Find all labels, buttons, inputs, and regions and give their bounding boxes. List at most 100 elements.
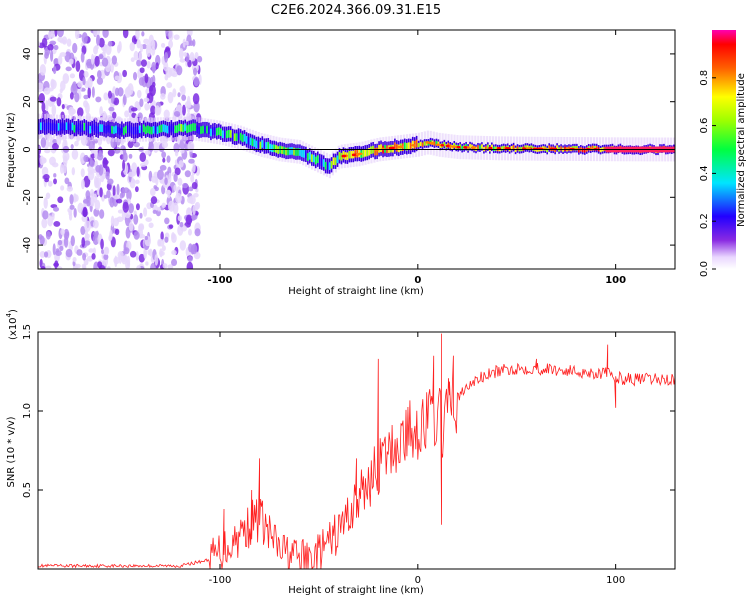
noise-speckle xyxy=(153,141,159,154)
colorbar-tick-label: 0.4 xyxy=(699,165,710,181)
noise-speckle xyxy=(173,142,180,153)
ridge-core xyxy=(479,145,481,150)
ridge-core xyxy=(158,125,161,133)
ridge-core xyxy=(336,155,339,164)
noise-speckle xyxy=(76,107,84,118)
ridge-core xyxy=(154,125,157,134)
noise-speckle xyxy=(107,40,113,47)
ridge-peak xyxy=(425,141,430,144)
ridge-core xyxy=(180,123,183,132)
noise-speckle xyxy=(82,198,90,204)
ridge-peak xyxy=(440,143,445,147)
noise-speckle xyxy=(132,71,138,81)
noise-speckle xyxy=(173,34,180,41)
noise-speckle xyxy=(157,206,161,212)
noise-speckle xyxy=(64,231,70,237)
noise-speckle xyxy=(91,86,95,98)
ridge-core xyxy=(172,126,175,134)
noise-speckle xyxy=(83,71,89,78)
noise-speckle xyxy=(130,57,135,63)
ridge-core xyxy=(47,121,50,130)
noise-speckle xyxy=(178,48,184,60)
noise-speckle xyxy=(182,38,186,48)
noise-speckle xyxy=(103,194,108,199)
noise-speckle xyxy=(70,235,75,247)
noise-speckle xyxy=(39,64,46,76)
noise-speckle xyxy=(94,148,98,160)
noise-speckle xyxy=(152,209,157,214)
ridge-core xyxy=(253,139,256,147)
noise-speckle xyxy=(70,144,74,150)
noise-speckle xyxy=(113,194,121,200)
noise-speckle xyxy=(94,44,99,50)
noise-speckle xyxy=(144,235,148,241)
noise-speckle xyxy=(85,102,90,115)
noise-speckle xyxy=(45,100,49,112)
noise-speckle xyxy=(127,140,134,149)
noise-speckle xyxy=(154,254,159,266)
colorbar-ticks: 0.0 0.2 0.4 0.6 0.8 xyxy=(699,70,716,277)
y-tick-label: 1.5 xyxy=(22,324,33,340)
ridge-core xyxy=(524,145,527,150)
noise-speckle xyxy=(179,58,186,63)
noise-speckle xyxy=(184,170,191,178)
noise-speckle xyxy=(71,149,79,160)
snr-x-ticks: -100 0 100 xyxy=(209,332,625,586)
ridge-core xyxy=(433,141,436,146)
noise-speckle xyxy=(103,159,109,165)
noise-speckle xyxy=(174,149,179,157)
noise-speckle xyxy=(136,59,142,67)
ridge-peak xyxy=(451,145,456,148)
x-tick-label: -100 xyxy=(207,275,232,286)
noise-speckle xyxy=(177,92,181,98)
spectrogram-y-label: Frequency (Hz) xyxy=(6,112,17,188)
ridge-core xyxy=(83,122,86,131)
ridge-core xyxy=(370,146,372,155)
ridge-core xyxy=(287,147,289,156)
ridge-core xyxy=(136,126,139,135)
noise-speckle xyxy=(123,247,130,255)
noise-speckle xyxy=(167,264,174,269)
ridge-peak xyxy=(355,153,360,156)
noise-speckle xyxy=(98,53,104,60)
noise-speckle xyxy=(77,202,84,214)
ridge-core xyxy=(366,148,368,157)
ridge-core xyxy=(38,122,40,131)
noise-speckle xyxy=(69,92,74,100)
ridge-core xyxy=(500,146,503,151)
ridge-core xyxy=(461,145,463,151)
ridge-core xyxy=(578,148,580,153)
noise-speckle xyxy=(185,40,189,46)
ridge-core xyxy=(307,153,309,161)
ridge-core xyxy=(487,144,489,149)
noise-speckle xyxy=(68,106,75,116)
ridge-core xyxy=(394,142,396,151)
ridge-core xyxy=(309,151,311,160)
noise-speckle xyxy=(133,50,139,61)
ridge-core xyxy=(223,130,226,139)
noise-speckle xyxy=(161,245,166,252)
noise-speckle xyxy=(66,38,72,47)
noise-speckle xyxy=(151,46,156,56)
noise-speckle xyxy=(48,31,52,39)
ridge-core xyxy=(123,127,125,135)
ridge-core xyxy=(97,126,99,135)
ridge-core xyxy=(299,148,301,156)
snr-y-multiplier-exp: 4 xyxy=(5,312,13,317)
ridge-core xyxy=(61,122,64,130)
ridge-core xyxy=(417,142,420,148)
ridge-peak xyxy=(456,145,461,149)
noise-speckle xyxy=(186,261,194,269)
ridge-core xyxy=(263,142,266,150)
noise-speckle xyxy=(44,149,51,154)
noise-speckle xyxy=(168,224,174,229)
noise-speckle xyxy=(102,44,107,55)
noise-speckle xyxy=(72,193,77,203)
noise-speckle xyxy=(182,104,186,116)
noise-speckle xyxy=(197,55,203,63)
noise-speckle xyxy=(93,30,101,37)
ridge-core xyxy=(57,123,60,131)
noise-speckle xyxy=(179,86,185,93)
noise-speckle xyxy=(90,196,95,207)
ridge-core xyxy=(409,142,412,151)
